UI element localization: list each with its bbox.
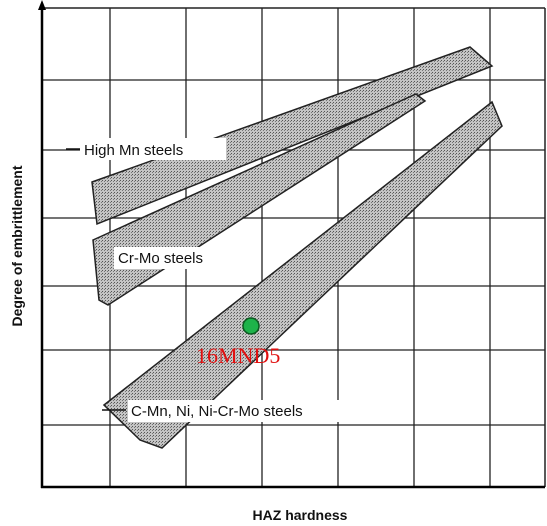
label-bg bbox=[114, 247, 236, 269]
axes bbox=[38, 0, 545, 489]
y-axis-label: Degree of embrittlement bbox=[9, 165, 25, 326]
band-label: C-Mn, Ni, Ni-Cr-Mo steels bbox=[131, 403, 303, 420]
band-label: Cr-Mo steels bbox=[118, 250, 203, 267]
x-axis-label: HAZ hardness bbox=[253, 507, 348, 523]
point-label: 16MND5 bbox=[196, 343, 280, 368]
band-c-mn bbox=[102, 100, 503, 449]
band-high-mn bbox=[91, 46, 494, 226]
band-label: High Mn steels bbox=[84, 142, 183, 159]
label-bg bbox=[80, 138, 226, 160]
label-bg bbox=[128, 400, 374, 422]
point-marker bbox=[242, 317, 260, 335]
